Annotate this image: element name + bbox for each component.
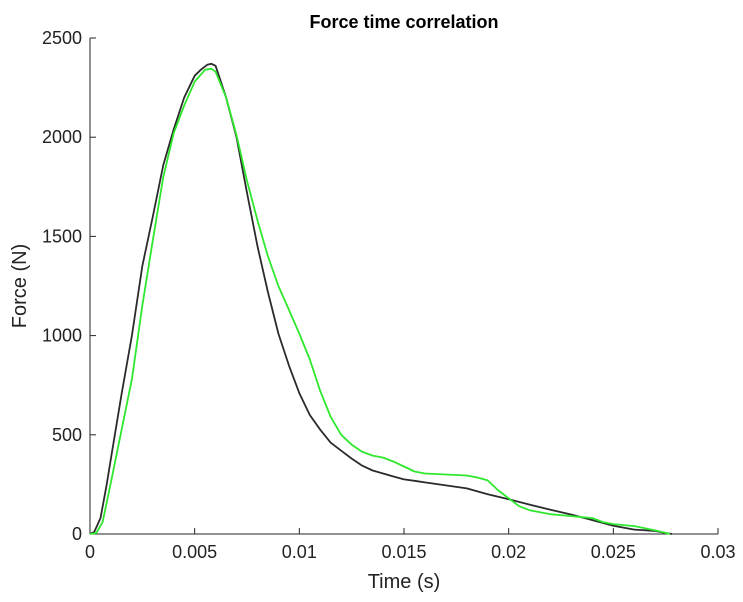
x-axis-ticks: 0 0.005 0.01 0.015 0.02 0.025 0.03	[85, 528, 736, 562]
y-axis-label: Force (N)	[9, 244, 31, 328]
series-layer	[89, 62, 673, 535]
x-tick-label: 0.005	[172, 542, 217, 562]
y-tick-label: 500	[52, 425, 82, 445]
y-tick-label: 2000	[42, 127, 82, 147]
y-tick-label: 1000	[42, 326, 82, 346]
chart-title: Force time correlation	[309, 12, 498, 32]
x-axis-label: Time (s)	[368, 571, 441, 593]
x-tick-label: 0.01	[282, 542, 317, 562]
y-tick-label: 0	[72, 524, 82, 544]
x-tick-label: 0.02	[491, 542, 526, 562]
y-tick-label: 1500	[42, 226, 82, 246]
plot-frame	[89, 38, 718, 535]
y-axis-ticks: 0 500 1000 1500 2000 2500	[42, 28, 96, 544]
series-line-2	[89, 67, 671, 535]
x-tick-label: 0.03	[700, 542, 735, 562]
x-tick-label: 0.025	[591, 542, 636, 562]
x-tick-label: 0	[85, 542, 95, 562]
series-line-1	[89, 62, 673, 535]
y-tick-label: 2500	[42, 28, 82, 48]
x-tick-label: 0.015	[381, 542, 426, 562]
